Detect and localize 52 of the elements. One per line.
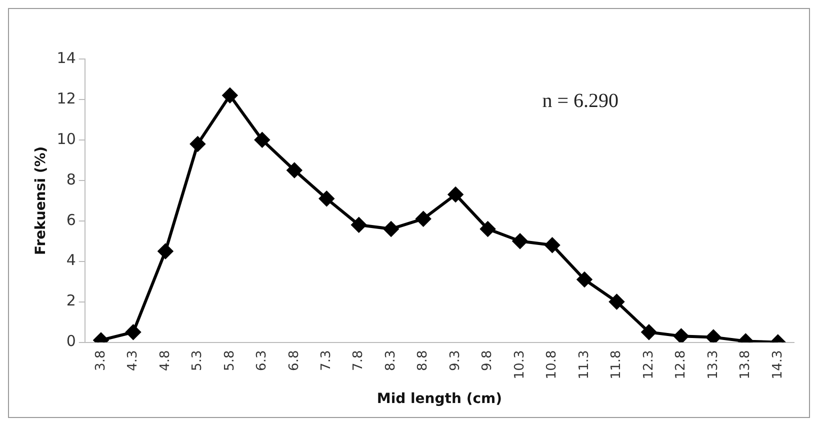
x-tick-label: 5.3 [190,350,206,371]
x-tick-label: 7.3 [319,350,334,371]
y-tick-label: 10 [56,130,76,148]
y-tick-label: 2 [66,292,76,310]
point [126,324,141,340]
point [384,221,399,236]
x-tick-label: 3.8 [93,350,108,371]
x-tick-label: 12.8 [674,350,689,380]
x-tick-label: 8.3 [383,350,398,371]
point [416,211,431,226]
point [641,324,656,340]
point [351,217,366,232]
point [512,234,528,249]
x-tick-label: 7.8 [351,350,366,371]
x-tick-label: 4.3 [126,350,141,371]
point [480,221,496,236]
point [286,162,302,178]
x-tick-label: 11.8 [609,350,624,380]
point [544,238,560,253]
y-tick-label: 8 [66,170,76,188]
point [448,187,464,202]
point [158,244,173,259]
x-tick-label: 10.3 [512,350,528,380]
y-tick-label: 12 [56,89,76,108]
x-axis-title: Mid length (cm) [376,391,502,408]
point [674,328,689,342]
x-tick-label: 14.3 [770,350,786,380]
y-tick-label: 0 [66,332,76,350]
y-axis-title: Frekuensi (%) [33,146,50,255]
x-tick-label: 6.8 [286,350,302,371]
y-tick-label: 4 [66,251,76,270]
point [254,132,270,148]
x-tick-label: 8.8 [416,350,431,371]
point [222,88,238,103]
y-tick-label: 14 [56,48,76,67]
x-tick-label: 4.8 [158,350,173,371]
point [706,330,721,342]
x-tick-label: 11.3 [576,350,592,380]
point [609,294,624,310]
point [576,272,592,288]
point [190,136,206,152]
x-tick-label: 10.8 [544,350,560,380]
annotation: n = 6.290 [542,90,619,112]
x-tick-label: 13.3 [706,350,721,380]
x-tick-label: 6.3 [254,350,270,371]
x-tick-label: 5.8 [222,350,238,371]
point [319,191,334,206]
x-tick-label: 13.8 [738,350,754,380]
x-tick-label: 9.8 [480,350,496,371]
y-tick-label: 6 [66,210,76,229]
x-tick-label: 9.3 [448,350,463,371]
x-tick-label: 12.3 [641,350,656,380]
